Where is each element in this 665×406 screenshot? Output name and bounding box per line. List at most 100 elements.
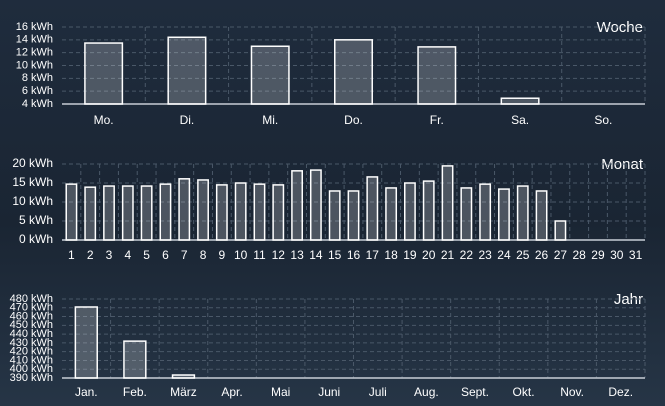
x-tick-label: 30 [610, 248, 624, 262]
bar [74, 306, 98, 379]
x-tick-label: Nov. [560, 385, 584, 399]
bar [554, 220, 567, 241]
bar [178, 178, 191, 241]
x-tick-label: 31 [629, 248, 643, 262]
x-tick-label: 26 [535, 248, 549, 262]
x-tick-label: 24 [497, 248, 511, 262]
y-tick-label: 4 kWh [22, 98, 53, 110]
y-tick-label: 16 kWh [16, 21, 53, 33]
x-tick-label: Juli [369, 385, 387, 399]
x-tick-label: Okt. [513, 385, 535, 399]
x-tick-label: Jan. [75, 385, 98, 399]
x-tick-label: Sa. [511, 113, 529, 127]
y-tick-label: 5 kWh [19, 213, 53, 227]
y-tick-label: 450 kWh [10, 319, 53, 331]
x-tick-label: Feb. [123, 385, 147, 399]
x-tick-label: Do. [344, 113, 363, 127]
x-tick-label: 20 [422, 248, 436, 262]
bar [159, 183, 172, 241]
bar [328, 190, 341, 241]
bar [403, 182, 416, 241]
y-tick-label: 460 kWh [10, 310, 53, 322]
y-tick-label: 440 kWh [10, 328, 53, 340]
bar [309, 169, 322, 241]
x-tick-label: 19 [403, 248, 417, 262]
y-tick-label: 15 kWh [12, 175, 53, 189]
bar [167, 36, 207, 105]
x-tick-label: Aug. [414, 385, 439, 399]
x-tick-label: 25 [516, 248, 530, 262]
x-tick-label: Juni [318, 385, 340, 399]
y-tick-label: 420 kWh [10, 346, 53, 358]
x-tick-label: 27 [554, 248, 568, 262]
bar [234, 182, 247, 241]
x-tick-label: 13 [290, 248, 304, 262]
x-tick-label: 2 [87, 248, 94, 262]
x-tick-label: Mai [271, 385, 290, 399]
y-tick-label: 6 kWh [22, 85, 53, 97]
x-tick-label: 15 [328, 248, 342, 262]
x-tick-label: 14 [309, 248, 323, 262]
x-tick-label: 17 [366, 248, 380, 262]
x-tick-label: 8 [200, 248, 207, 262]
bar [84, 42, 124, 105]
bar [250, 45, 290, 105]
x-tick-label: 9 [219, 248, 226, 262]
x-tick-label: 18 [384, 248, 398, 262]
y-tick-label: 430 kWh [10, 337, 53, 349]
bar [84, 186, 97, 241]
y-tick-label: 20 kWh [12, 156, 53, 170]
x-tick-label: 4 [124, 248, 131, 262]
x-tick-label: Mo. [94, 113, 114, 127]
bar [197, 179, 209, 241]
bar [535, 190, 548, 241]
x-tick-label: Di. [180, 113, 195, 127]
bar [272, 184, 285, 241]
x-tick-label: März [170, 385, 197, 399]
x-tick-label: 23 [478, 248, 492, 262]
x-tick-label: 1 [68, 248, 75, 262]
x-tick-label: 16 [347, 248, 361, 262]
y-tick-label: 470 kWh [10, 302, 53, 314]
bar [441, 165, 454, 241]
y-tick-label: 390 kWh [10, 372, 53, 384]
x-tick-label: 11 [253, 248, 266, 262]
bar [65, 183, 78, 241]
x-tick-label: Mi. [262, 113, 278, 127]
bar [121, 185, 134, 241]
x-tick-label: Fr. [430, 113, 444, 127]
y-tick-label: 12 kWh [16, 47, 53, 59]
x-tick-label: 28 [572, 248, 586, 262]
bar [516, 185, 529, 241]
bar [123, 340, 147, 379]
bar [422, 180, 435, 241]
x-tick-label: 3 [106, 248, 113, 262]
y-tick-label: 10 kWh [16, 59, 53, 71]
bar [498, 188, 510, 241]
y-tick-label: 0 kWh [19, 232, 53, 246]
bar [334, 39, 373, 105]
y-tick-label: 410 kWh [10, 354, 53, 366]
bar [385, 187, 398, 241]
y-tick-label: 14 kWh [16, 34, 53, 46]
bar [291, 170, 304, 241]
bar [171, 374, 196, 379]
x-tick-label: 29 [591, 248, 605, 262]
x-tick-label: Dez. [608, 385, 633, 399]
bar [253, 183, 266, 241]
x-tick-label: Apr. [221, 385, 242, 399]
bar [417, 46, 457, 105]
x-tick-label: Sept. [461, 385, 489, 399]
x-tick-label: 22 [460, 248, 474, 262]
bar [140, 185, 153, 241]
y-tick-label: 480 kWh [10, 293, 53, 305]
bar [347, 190, 360, 241]
bar [460, 187, 473, 241]
y-tick-label: 8 kWh [22, 72, 53, 84]
bar [500, 97, 540, 105]
x-tick-label: 21 [441, 248, 455, 262]
x-tick-label: 5 [143, 248, 150, 262]
x-tick-label: 7 [181, 248, 188, 262]
x-tick-label: 12 [272, 248, 286, 262]
